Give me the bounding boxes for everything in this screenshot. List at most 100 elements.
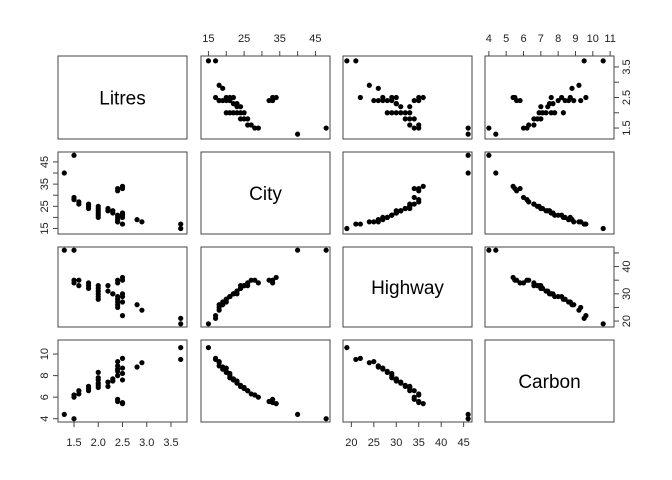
point-carbon-vs-litres bbox=[105, 383, 111, 389]
point-litres-vs-carbon bbox=[543, 110, 549, 116]
tick-label-left-city: 45 bbox=[39, 156, 51, 168]
point-highway-vs-litres bbox=[119, 299, 126, 305]
point-carbon-vs-highway bbox=[366, 360, 372, 366]
point-highway-vs-city bbox=[205, 321, 212, 327]
point-carbon-vs-litres bbox=[76, 388, 82, 394]
tick-label-bottom-highway: 30 bbox=[390, 437, 402, 449]
point-highway-vs-carbon bbox=[538, 283, 544, 289]
point-carbon-vs-city bbox=[205, 344, 212, 351]
tick-label-bottom-highway: 25 bbox=[368, 437, 380, 449]
point-litres-vs-carbon bbox=[578, 97, 584, 104]
point-city-vs-highway bbox=[389, 212, 395, 218]
point-litres-vs-city bbox=[234, 110, 240, 116]
panel-frame-carbon-highway bbox=[342, 339, 473, 423]
point-city-vs-litres bbox=[139, 219, 145, 225]
point-litres-vs-city bbox=[245, 122, 251, 128]
point-carbon-vs-city bbox=[227, 370, 233, 377]
point-carbon-vs-highway bbox=[465, 411, 471, 418]
point-litres-vs-highway bbox=[357, 94, 363, 101]
point-highway-vs-city bbox=[266, 277, 272, 283]
point-city-vs-highway bbox=[411, 185, 417, 192]
panel-frame-city-carbon bbox=[484, 151, 615, 235]
point-highway-vs-litres bbox=[139, 307, 145, 313]
point-litres-vs-city bbox=[273, 94, 279, 101]
point-city-vs-carbon bbox=[538, 205, 544, 212]
point-carbon-vs-highway bbox=[420, 401, 426, 407]
point-carbon-vs-highway bbox=[380, 365, 386, 371]
point-city-vs-highway bbox=[375, 217, 381, 223]
point-city-vs-litres bbox=[105, 208, 111, 214]
point-litres-vs-carbon bbox=[510, 94, 516, 101]
panel-frame-highway-city bbox=[200, 246, 331, 328]
point-city-vs-highway bbox=[344, 225, 350, 232]
point-litres-vs-carbon bbox=[493, 131, 499, 137]
point-city-vs-carbon bbox=[526, 199, 532, 205]
tick-label-left-carbon: 10 bbox=[39, 348, 51, 360]
point-highway-vs-city bbox=[255, 280, 261, 286]
point-highway-vs-carbon bbox=[548, 291, 554, 297]
point-litres-vs-carbon bbox=[538, 104, 544, 110]
point-litres-vs-carbon bbox=[581, 58, 587, 64]
point-litres-vs-city bbox=[237, 104, 244, 110]
point-carbon-vs-highway bbox=[416, 399, 422, 406]
point-highway-vs-city bbox=[220, 302, 226, 308]
point-city-vs-highway bbox=[357, 221, 363, 227]
point-city-vs-carbon bbox=[576, 219, 582, 225]
point-highway-vs-litres bbox=[134, 302, 140, 308]
point-city-vs-highway bbox=[384, 214, 390, 221]
point-carbon-vs-highway bbox=[357, 355, 363, 361]
point-carbon-vs-litres bbox=[119, 355, 126, 361]
point-carbon-vs-litres bbox=[134, 364, 140, 370]
point-carbon-vs-highway bbox=[353, 356, 359, 363]
point-carbon-vs-highway bbox=[371, 359, 377, 365]
tick-label-right-litres: 2.5 bbox=[621, 90, 633, 105]
point-litres-vs-city bbox=[234, 101, 240, 107]
point-highway-vs-city bbox=[245, 280, 251, 286]
point-litres-vs-highway bbox=[465, 131, 471, 137]
point-carbon-vs-litres bbox=[139, 360, 145, 366]
point-litres-vs-highway bbox=[375, 85, 381, 91]
point-city-vs-carbon bbox=[493, 170, 499, 176]
point-city-vs-litres bbox=[134, 217, 140, 223]
point-litres-vs-city bbox=[230, 101, 237, 107]
point-city-vs-litres bbox=[119, 214, 126, 221]
tick-label-top-city: 25 bbox=[238, 33, 250, 45]
point-litres-vs-city bbox=[220, 97, 226, 104]
point-litres-vs-carbon bbox=[569, 85, 575, 91]
point-highway-vs-carbon bbox=[569, 302, 575, 308]
point-city-vs-highway bbox=[371, 219, 377, 225]
point-highway-vs-litres bbox=[110, 291, 116, 297]
point-litres-vs-highway bbox=[407, 122, 413, 128]
point-carbon-vs-litres bbox=[71, 392, 77, 398]
point-litres-vs-highway bbox=[411, 116, 417, 122]
point-litres-vs-highway bbox=[416, 94, 422, 101]
point-carbon-vs-litres bbox=[71, 416, 77, 422]
point-highway-vs-carbon bbox=[583, 313, 589, 319]
point-carbon-vs-litres bbox=[115, 396, 121, 402]
point-carbon-vs-litres bbox=[85, 383, 92, 389]
point-highway-vs-litres bbox=[178, 321, 184, 327]
point-carbon-vs-litres bbox=[119, 401, 126, 407]
tick-label-left-city: 35 bbox=[39, 178, 51, 190]
point-litres-vs-carbon bbox=[555, 97, 561, 104]
point-litres-vs-highway bbox=[402, 110, 408, 116]
point-litres-vs-highway bbox=[380, 94, 386, 101]
point-carbon-vs-highway bbox=[407, 383, 413, 389]
point-highway-vs-carbon bbox=[517, 280, 523, 286]
point-highway-vs-city bbox=[223, 299, 229, 305]
point-carbon-vs-city bbox=[230, 377, 237, 383]
tick-label-bottom-highway: 40 bbox=[435, 437, 447, 449]
point-carbon-vs-litres bbox=[119, 377, 126, 383]
point-litres-vs-city bbox=[230, 94, 237, 101]
point-city-vs-litres bbox=[61, 170, 67, 176]
point-city-vs-litres bbox=[95, 214, 101, 221]
point-litres-vs-highway bbox=[411, 97, 417, 104]
point-litres-vs-highway bbox=[411, 125, 417, 131]
point-carbon-vs-highway bbox=[411, 388, 417, 394]
tick-label-right-litres: 3.5 bbox=[621, 59, 633, 74]
point-highway-vs-litres bbox=[119, 293, 126, 300]
variable-label-carbon: Carbon bbox=[518, 372, 580, 393]
point-litres-vs-city bbox=[237, 116, 244, 122]
point-litres-vs-highway bbox=[389, 94, 395, 101]
